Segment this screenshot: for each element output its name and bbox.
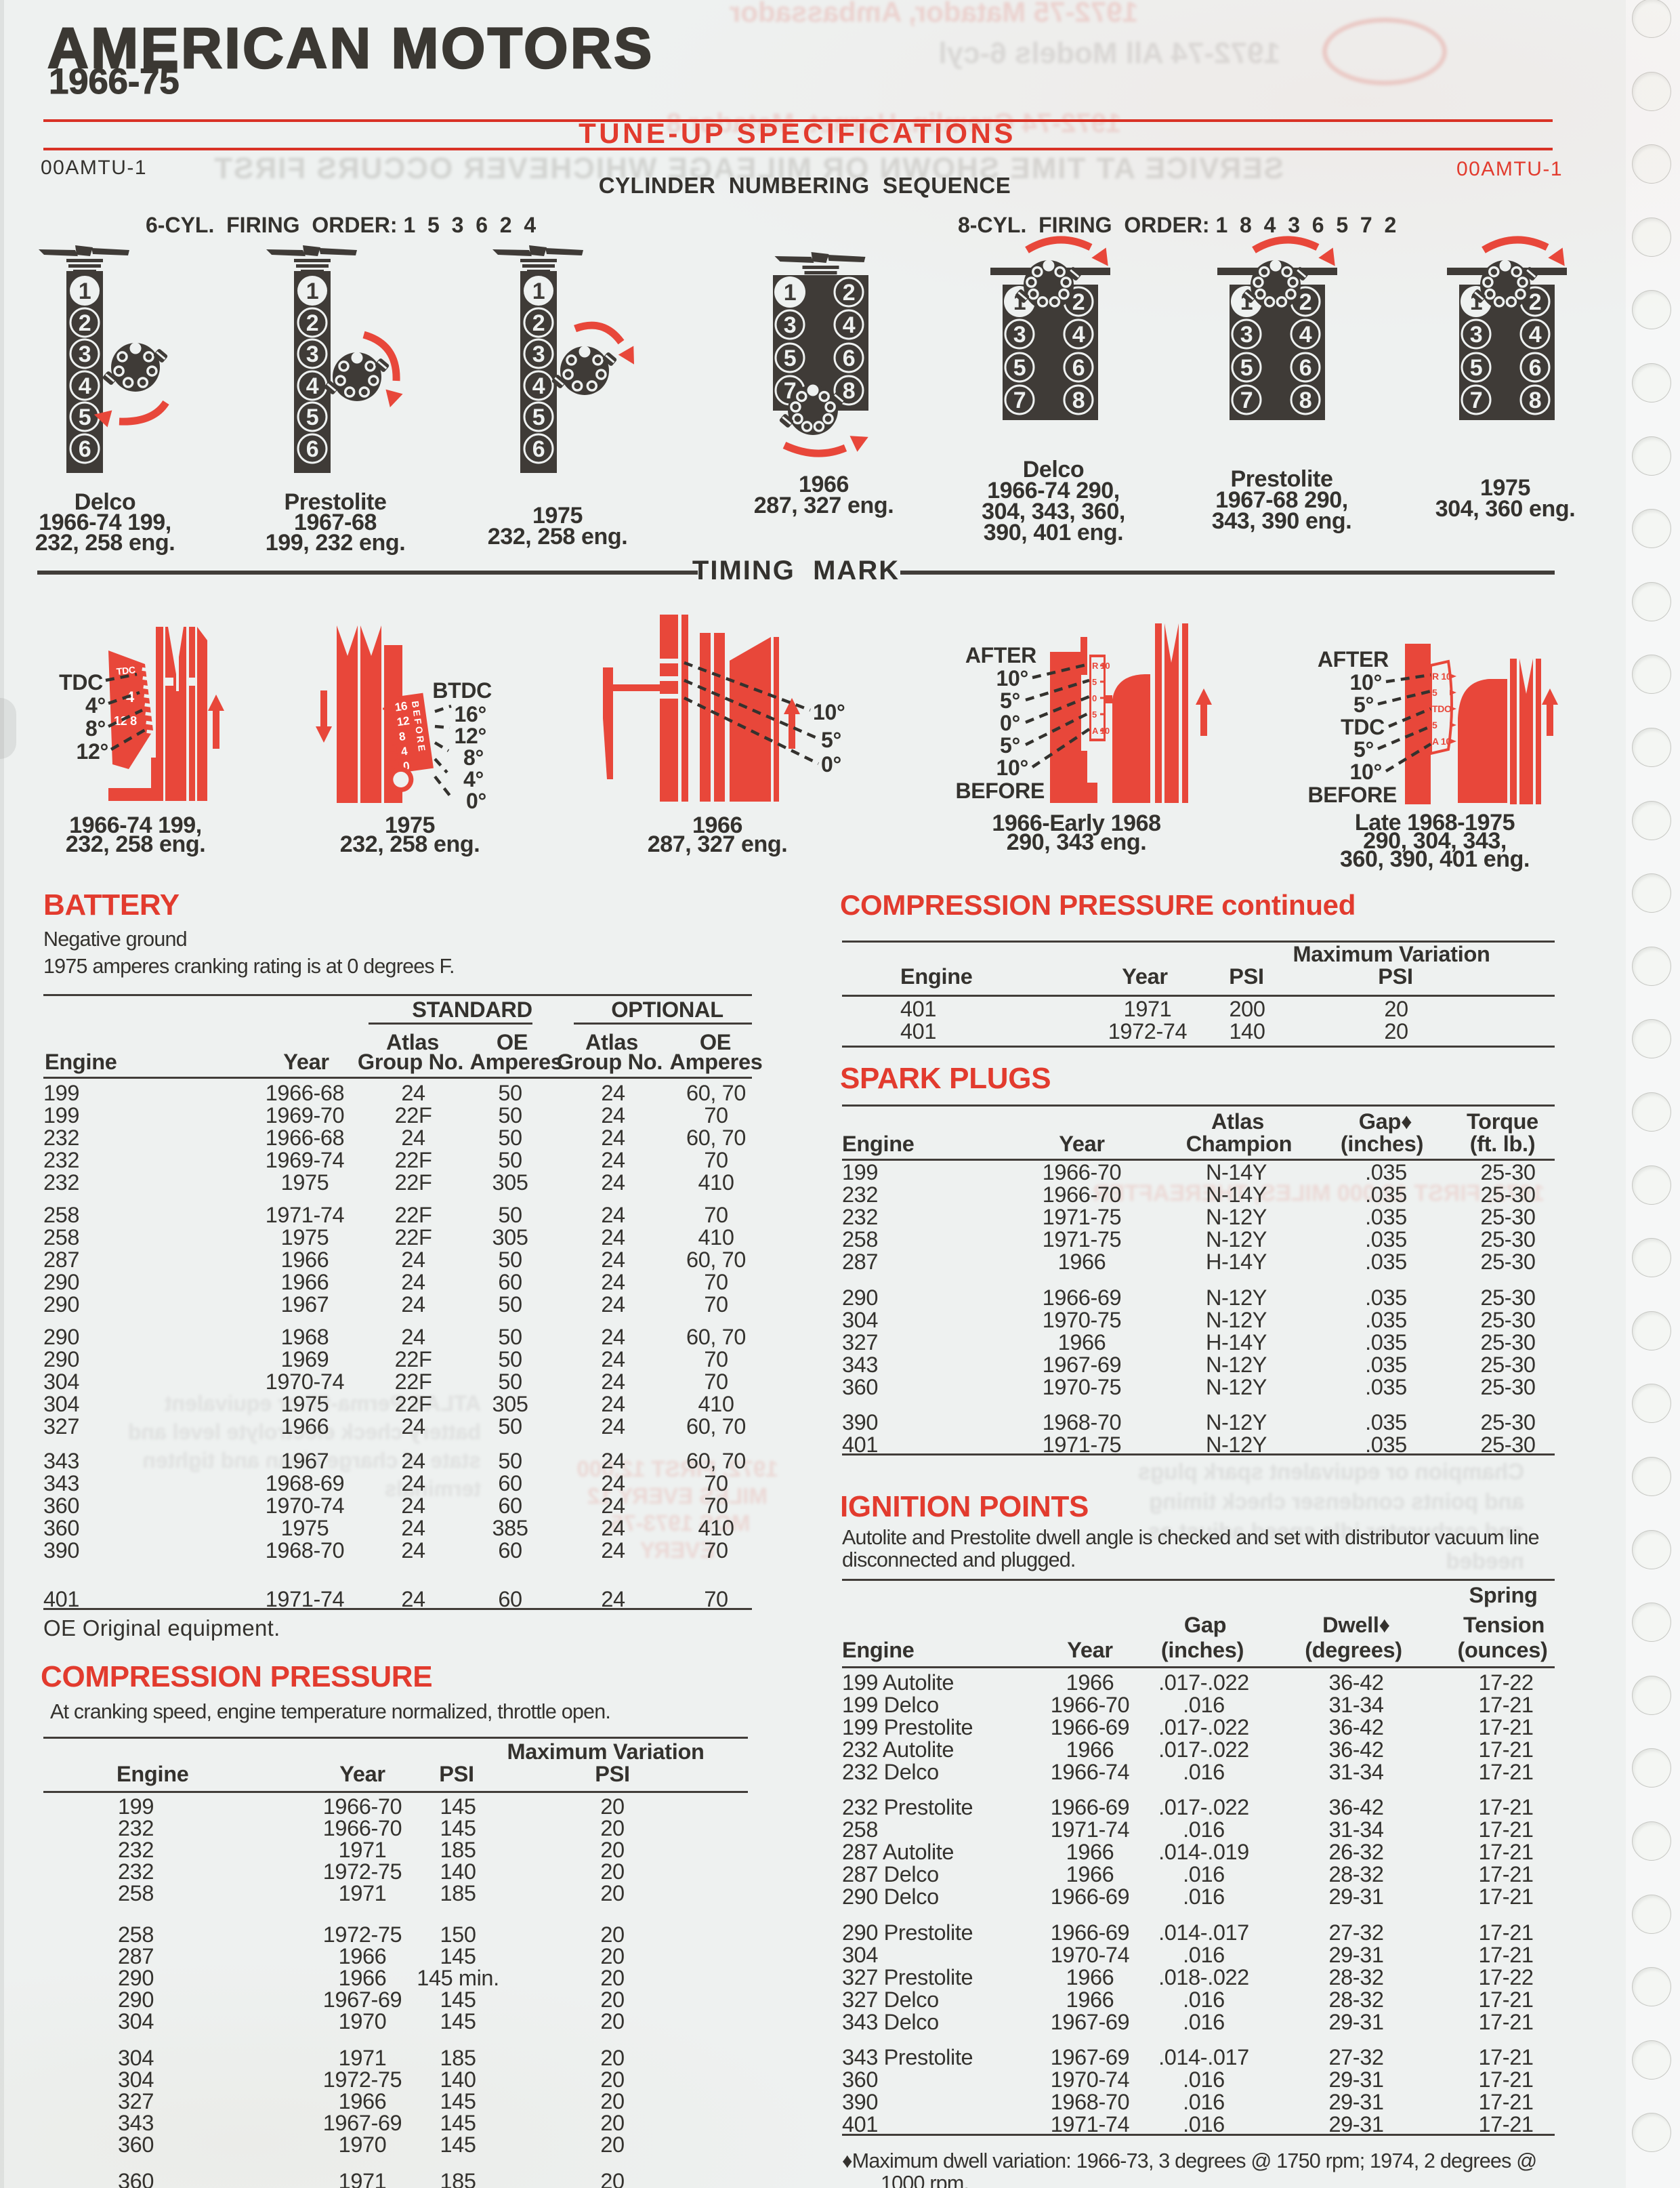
- svg-text:6: 6: [843, 346, 856, 371]
- svg-text:6: 6: [532, 436, 545, 462]
- svg-text:0°: 0°: [1000, 711, 1020, 735]
- svg-text:5: 5: [306, 405, 319, 430]
- svg-text:7: 7: [1013, 388, 1026, 413]
- svg-text:BEFORE: BEFORE: [1307, 783, 1397, 807]
- svg-text:3: 3: [532, 342, 545, 367]
- svg-text:5: 5: [1470, 355, 1483, 381]
- svg-text:6: 6: [1072, 355, 1085, 381]
- svg-text:5: 5: [532, 405, 545, 430]
- svg-text:1: 1: [532, 278, 545, 304]
- svg-text:16°: 16°: [455, 702, 487, 726]
- svg-text:2: 2: [79, 310, 91, 336]
- svg-text:5: 5: [79, 405, 91, 430]
- svg-text:5°: 5°: [1000, 733, 1020, 758]
- svg-text:8: 8: [843, 378, 856, 404]
- svg-text:4: 4: [400, 745, 409, 758]
- svg-text:A 10: A 10: [1432, 736, 1451, 747]
- svg-text:4: 4: [79, 373, 91, 399]
- svg-text:2: 2: [532, 310, 545, 336]
- svg-text:5°: 5°: [1353, 693, 1374, 717]
- svg-text:5°: 5°: [821, 728, 841, 752]
- svg-text:6: 6: [79, 436, 91, 462]
- svg-text:10°: 10°: [996, 666, 1029, 690]
- svg-text:2: 2: [1529, 289, 1542, 315]
- svg-text:2: 2: [306, 310, 319, 336]
- svg-text:8: 8: [1529, 388, 1542, 413]
- svg-text:3: 3: [784, 312, 797, 338]
- svg-text:4: 4: [532, 373, 545, 399]
- svg-text:10°: 10°: [996, 756, 1029, 780]
- svg-text:6: 6: [306, 436, 319, 462]
- svg-text:7: 7: [1240, 388, 1253, 413]
- svg-text:BTDC: BTDC: [432, 678, 492, 703]
- svg-text:4: 4: [1529, 322, 1542, 348]
- svg-text:TDC: TDC: [1432, 703, 1451, 714]
- svg-text:5: 5: [1092, 677, 1097, 687]
- svg-text:10°: 10°: [1350, 760, 1383, 784]
- svg-text:R 10: R 10: [1432, 671, 1452, 682]
- svg-text:1: 1: [784, 280, 797, 306]
- svg-text:8°: 8°: [85, 716, 106, 741]
- svg-text:2: 2: [1072, 289, 1085, 315]
- svg-text:4°: 4°: [85, 693, 106, 718]
- svg-text:AFTER: AFTER: [965, 643, 1036, 667]
- svg-text:3: 3: [306, 342, 319, 367]
- svg-text:5: 5: [1013, 355, 1026, 381]
- svg-text:8: 8: [398, 730, 406, 743]
- svg-text:3: 3: [1013, 322, 1026, 348]
- svg-text:12 8: 12 8: [114, 714, 137, 728]
- svg-text:TDC: TDC: [1341, 715, 1385, 739]
- svg-text:7: 7: [1470, 388, 1483, 413]
- svg-text:5: 5: [1432, 720, 1437, 730]
- svg-text:10°: 10°: [813, 700, 845, 724]
- svg-text:12°: 12°: [455, 724, 487, 748]
- svg-text:12°: 12°: [77, 739, 109, 764]
- svg-text:4: 4: [843, 312, 856, 338]
- svg-text:12: 12: [396, 714, 411, 728]
- svg-text:16: 16: [394, 699, 408, 714]
- svg-text:5: 5: [1240, 355, 1253, 381]
- svg-text:4: 4: [1299, 322, 1312, 348]
- svg-text:3: 3: [1470, 322, 1483, 348]
- svg-text:0: 0: [402, 760, 411, 773]
- svg-text:6: 6: [1299, 355, 1312, 381]
- svg-text:BEFORE: BEFORE: [955, 779, 1045, 803]
- svg-text:8: 8: [1072, 388, 1085, 413]
- svg-text:4: 4: [1072, 322, 1085, 348]
- svg-text:5: 5: [784, 346, 797, 371]
- svg-text:3: 3: [79, 342, 91, 367]
- svg-text:8: 8: [1299, 388, 1312, 413]
- svg-text:5: 5: [1432, 687, 1437, 698]
- svg-text:TDC: TDC: [59, 670, 103, 695]
- svg-text:0: 0: [1092, 693, 1097, 703]
- svg-text:TDC: TDC: [116, 664, 136, 677]
- svg-text:5: 5: [1092, 709, 1097, 720]
- svg-text:4: 4: [306, 373, 319, 399]
- svg-text:AFTER: AFTER: [1318, 647, 1389, 672]
- svg-text:3: 3: [1240, 322, 1253, 348]
- svg-text:10°: 10°: [1350, 670, 1383, 695]
- svg-text:6: 6: [1529, 355, 1542, 381]
- svg-text:5°: 5°: [1353, 737, 1374, 762]
- svg-text:1: 1: [306, 278, 319, 304]
- svg-text:0°: 0°: [466, 789, 486, 813]
- svg-text:1: 1: [79, 278, 91, 304]
- svg-text:2: 2: [1299, 289, 1312, 315]
- svg-text:4°: 4°: [463, 767, 484, 791]
- svg-text:5°: 5°: [1000, 688, 1020, 713]
- svg-text:8°: 8°: [463, 745, 484, 770]
- svg-text:2: 2: [843, 280, 856, 306]
- svg-text:0°: 0°: [821, 752, 841, 777]
